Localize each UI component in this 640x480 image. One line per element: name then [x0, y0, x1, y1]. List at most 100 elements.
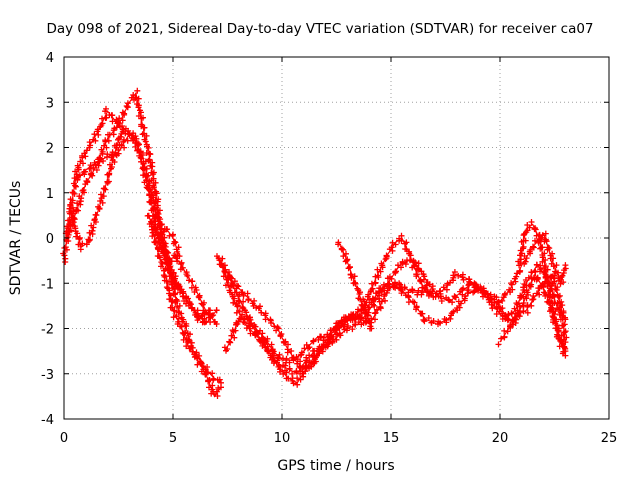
data-point-marker: [230, 299, 237, 306]
data-point-marker: [525, 274, 532, 281]
data-point-marker: [420, 316, 427, 323]
data-point-marker: [95, 203, 102, 210]
data-point-marker: [558, 274, 565, 281]
data-point-marker: [305, 363, 312, 370]
data-point-marker: [258, 309, 265, 316]
data-point-marker: [134, 101, 140, 107]
data-point-marker: [412, 259, 419, 266]
data-point-marker: [77, 246, 84, 253]
data-point-marker: [523, 295, 530, 302]
data-point-marker: [80, 160, 86, 167]
data-point-marker: [447, 279, 453, 286]
data-point-marker: [499, 297, 506, 304]
data-point-marker: [119, 109, 126, 116]
data-point-marker: [529, 296, 536, 303]
data-point-marker: [76, 234, 83, 241]
data-point-marker: [109, 118, 116, 125]
data-point-marker: [229, 293, 236, 300]
data-point-marker: [421, 318, 428, 325]
data-point-marker: [481, 291, 488, 298]
data-point-marker: [561, 344, 568, 351]
data-point-marker: [465, 287, 472, 293]
data-point-marker: [163, 284, 170, 291]
data-point-marker: [119, 126, 126, 133]
data-point-marker: [512, 315, 519, 322]
data-point-marker: [274, 359, 280, 366]
data-point-marker: [360, 305, 367, 312]
data-point-marker: [352, 321, 359, 328]
data-point-marker: [105, 137, 112, 144]
data-point-marker: [562, 339, 569, 346]
data-point-marker: [111, 159, 118, 165]
data-point-marker: [544, 266, 551, 273]
data-point-marker: [70, 208, 77, 215]
data-point-marker: [244, 290, 251, 297]
data-point-marker: [449, 299, 456, 306]
data-point-marker: [411, 299, 418, 306]
data-point-marker: [349, 326, 356, 333]
data-point-marker: [183, 300, 189, 307]
data-point-marker: [163, 226, 170, 233]
data-point-marker: [337, 332, 344, 339]
data-point-marker: [342, 258, 349, 265]
data-point-marker: [100, 193, 107, 200]
data-point-marker: [418, 310, 425, 317]
data-point-marker: [364, 293, 371, 300]
data-point-marker: [225, 276, 232, 283]
data-point-marker: [532, 268, 539, 275]
data-point-marker: [235, 318, 242, 325]
data-point-marker: [552, 308, 559, 315]
data-point-marker: [167, 269, 173, 276]
data-point-marker: [99, 199, 106, 206]
data-point-marker: [152, 239, 158, 246]
data-point-marker: [143, 132, 150, 139]
data-point-marker: [152, 211, 159, 218]
data-point-marker: [361, 304, 368, 311]
data-point-marker: [533, 232, 540, 239]
y-tick-label: 1: [46, 187, 54, 202]
data-point-marker: [546, 294, 553, 301]
data-point-marker: [448, 312, 454, 319]
data-point-marker: [502, 290, 509, 297]
data-point-marker: [108, 112, 115, 119]
data-point-marker: [69, 189, 76, 196]
data-point-marker: [549, 250, 556, 257]
data-point-marker: [420, 271, 427, 278]
data-point-marker: [517, 292, 524, 299]
data-point-marker: [549, 293, 556, 300]
data-point-marker: [550, 255, 557, 262]
data-point-marker: [105, 178, 112, 185]
data-point-marker: [429, 286, 436, 292]
data-point-marker: [389, 247, 396, 254]
data-point-marker: [461, 295, 468, 302]
data-point-marker: [383, 289, 390, 296]
data-series: [60, 87, 570, 399]
data-point-marker: [420, 276, 427, 283]
data-point-marker: [381, 285, 388, 292]
data-point-marker: [116, 141, 123, 148]
data-point-marker: [338, 246, 345, 253]
data-point-marker: [398, 290, 405, 297]
data-point-marker: [540, 284, 547, 291]
data-point-marker: [75, 166, 82, 173]
x-tick-label: 15: [383, 431, 400, 446]
data-point-marker: [143, 184, 150, 191]
data-point-marker: [347, 271, 354, 278]
data-point-marker: [335, 239, 342, 246]
data-point-marker: [253, 329, 260, 336]
data-point-marker: [144, 143, 150, 150]
data-point-marker: [559, 315, 566, 321]
data-point-marker: [87, 164, 94, 171]
data-point-marker: [345, 315, 352, 322]
data-point-marker: [146, 156, 153, 163]
data-point-marker: [172, 279, 179, 286]
data-point-marker: [544, 246, 551, 253]
data-point-marker: [135, 95, 142, 102]
data-point-marker: [530, 243, 536, 250]
data-point-marker: [171, 280, 178, 287]
data-point-marker: [286, 365, 293, 372]
data-point-marker: [140, 114, 146, 121]
data-point-marker: [209, 370, 216, 377]
data-point-marker: [91, 217, 98, 224]
data-point-marker: [508, 281, 515, 288]
